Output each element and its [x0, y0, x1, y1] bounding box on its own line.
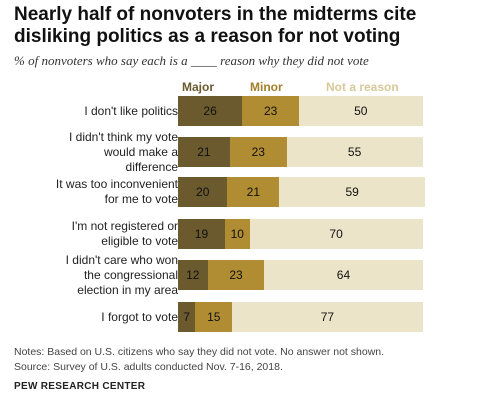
- bar-segment-major: 12: [178, 260, 208, 290]
- data-label: 19: [194, 227, 209, 241]
- category-label: I didn't care who won the congressional el…: [18, 253, 178, 298]
- data-label: 23: [229, 268, 243, 282]
- data-label: 50: [354, 104, 368, 118]
- data-label: 64: [336, 268, 351, 282]
- category-label: I'm not registered or eligible to vote: [18, 219, 178, 249]
- bar-segment-not-a-reason: 59: [279, 177, 425, 207]
- category-label-line: I don't like politics: [84, 103, 178, 118]
- bar-segment-minor: 23: [242, 96, 300, 126]
- data-label: 55: [347, 145, 362, 159]
- bar-segment-not-a-reason: 70: [249, 219, 423, 249]
- chart-title: Nearly half of nonvoters in the midterms…: [14, 4, 417, 47]
- legend-item-minor: Minor: [250, 80, 283, 94]
- data-label: 59: [345, 185, 359, 199]
- category-label-line: I forgot to vote: [101, 309, 178, 324]
- data-label: 7: [183, 310, 190, 324]
- category-label-line: It was too inconvenient: [55, 177, 178, 191]
- bar-segment-minor: 23: [229, 137, 287, 167]
- bar-segment-not-a-reason: 77: [232, 302, 423, 332]
- category-label: I don't like politics: [18, 104, 178, 119]
- data-label: 12: [186, 268, 200, 282]
- data-label: 23: [263, 104, 278, 118]
- bar-segment-minor: 15: [195, 302, 233, 332]
- bar-segment-major: 20: [178, 177, 228, 207]
- bar-segment-not-a-reason: 64: [264, 260, 423, 290]
- legend-item-not-a-reason: Not a reason: [326, 80, 399, 94]
- category-label: I forgot to vote: [18, 310, 178, 325]
- category-label-line: I'm not registered or: [71, 219, 178, 233]
- data-label: 15: [207, 310, 221, 324]
- category-label-line: for me to vote: [104, 192, 178, 206]
- data-label: 70: [329, 227, 343, 241]
- data-label: 23: [251, 145, 265, 159]
- category-label: I didn't think my vote would make a differ…: [18, 130, 178, 175]
- brand-logo-text: PEW RESEARCH CENTER: [14, 381, 146, 392]
- category-label-line: difference: [125, 159, 178, 174]
- data-label: 21: [197, 145, 211, 159]
- data-label: 26: [203, 104, 217, 118]
- bar-segment-major: 21: [178, 137, 230, 167]
- bar-segment-major: 7: [178, 302, 196, 332]
- category-label-line: election in my area: [77, 282, 178, 297]
- category-label-line: would make a: [103, 144, 178, 159]
- data-label: 21: [246, 185, 260, 199]
- chart-subtitle: % of nonvoters who say each is a ____ re…: [14, 53, 369, 68]
- bar-segment-major: 26: [178, 96, 243, 126]
- category-label-line: I didn't care who won: [65, 252, 178, 267]
- category-label-line: I didn't think my vote: [68, 129, 178, 144]
- notes-text: Notes: Based on U.S. citizens who say th…: [14, 346, 385, 358]
- bar-segment-minor: 10: [224, 219, 250, 249]
- data-label: 10: [230, 227, 244, 241]
- data-label: 20: [196, 185, 210, 199]
- category-label-line: the congressional: [83, 267, 178, 282]
- category-label-line: eligible to vote: [101, 234, 178, 248]
- notes-block: Notes: Based on U.S. citizens who say th…: [14, 345, 474, 375]
- bar-segment-minor: 21: [227, 177, 280, 207]
- bar-segment-major: 19: [178, 219, 225, 249]
- category-label: It was too inconvenient for me to vote: [18, 177, 178, 207]
- data-label: 77: [320, 310, 335, 324]
- source-text: Source: Survey of U.S. adults conducted …: [14, 361, 283, 373]
- bar-segment-not-a-reason: 55: [286, 137, 423, 167]
- bar-segment-not-a-reason: 50: [299, 96, 423, 126]
- legend-item-major: Major: [182, 80, 215, 94]
- bar-segment-minor: 23: [207, 260, 265, 290]
